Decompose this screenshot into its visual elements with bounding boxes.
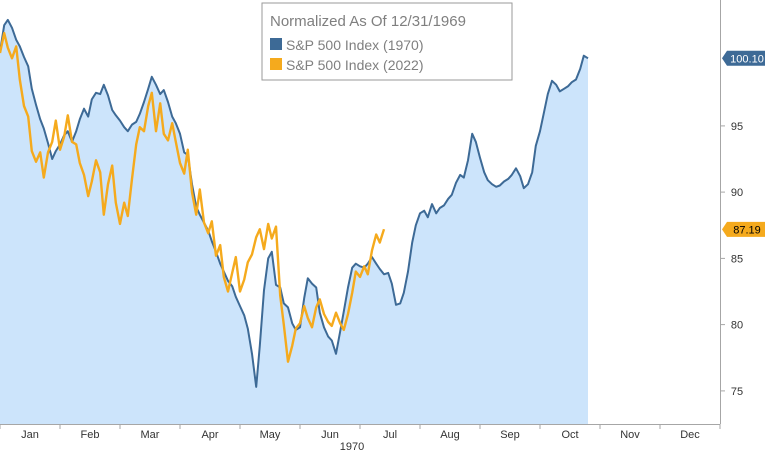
x-tick-label: Nov (620, 429, 640, 441)
x-tick-label: Feb (81, 429, 100, 441)
end-label-1970: 100.10 (722, 50, 765, 66)
line-s-p-500-2022 (0, 31, 386, 363)
end-label-2022-tag (722, 221, 765, 237)
y-tick-label: 95 (731, 121, 743, 133)
x-tick-label: Apr (201, 429, 218, 441)
legend-swatch-1970 (270, 38, 282, 50)
legend-label-2022: S&P 500 Index (2022) (286, 57, 424, 73)
x-tick-label: Dec (680, 429, 700, 441)
x-tick-label: May (260, 429, 281, 441)
legend-title: Normalized As Of 12/31/1969 (270, 13, 466, 30)
x-tick-label: Jan (21, 429, 39, 441)
x-tick-label: Aug (440, 429, 460, 441)
line-s-p-500-1970 (0, 18, 589, 388)
x-axis-label: 1970 (340, 441, 364, 452)
area-1970 (0, 19, 588, 425)
legend-label-1970: S&P 500 Index (1970) (286, 37, 424, 53)
y-axis-ticks: 75 80 85 90 95 (720, 121, 743, 398)
end-label-2022: 87.19 (722, 221, 765, 237)
legend: Normalized As Of 12/31/1969 S&P 500 Inde… (261, 2, 513, 81)
end-label-1970-tag (722, 50, 765, 66)
y-tick-label: 90 (731, 187, 743, 199)
x-tick-label: Jul (383, 429, 397, 441)
legend-swatch-2022 (270, 58, 282, 70)
x-tick-label: Jun (321, 429, 339, 441)
x-axis-ticks: Jan Feb Mar Apr May Jun Jul Aug Sep Oct Nov Dec (0, 424, 721, 441)
x-tick-label: Sep (500, 429, 520, 441)
y-tick-label: 85 (731, 253, 743, 265)
plot-area (0, 18, 589, 425)
y-tick-label: 80 (731, 320, 743, 332)
end-label-1970-text: 100.10 (730, 53, 764, 65)
x-tick-label: Mar (141, 429, 160, 441)
end-label-2022-text: 87.19 (733, 224, 761, 236)
y-tick-label: 75 (731, 386, 743, 398)
x-tick-label: Oct (561, 429, 578, 441)
legend-box (261, 2, 513, 81)
